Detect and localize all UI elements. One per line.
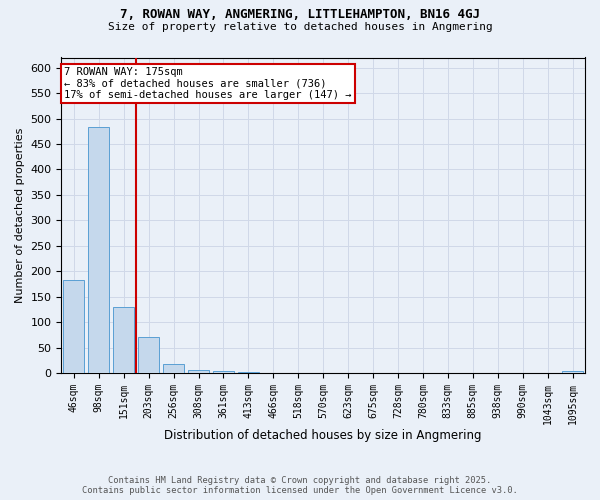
Bar (138, 338, 159, 373)
Y-axis label: Number of detached properties: Number of detached properties (15, 128, 25, 303)
Text: Contains HM Land Registry data © Crown copyright and database right 2025.
Contai: Contains HM Land Registry data © Crown c… (82, 476, 518, 495)
Bar (163, 364, 184, 373)
Bar (188, 370, 209, 373)
Bar (63, 280, 85, 373)
Bar (213, 371, 234, 373)
Text: 7 ROWAN WAY: 175sqm
← 83% of detached houses are smaller (736)
17% of semi-detac: 7 ROWAN WAY: 175sqm ← 83% of detached ho… (64, 67, 352, 100)
X-axis label: Distribution of detached houses by size in Angmering: Distribution of detached houses by size … (164, 430, 482, 442)
Bar (88, 127, 109, 373)
Text: Size of property relative to detached houses in Angmering: Size of property relative to detached ho… (107, 22, 493, 32)
Bar (113, 307, 134, 373)
Text: 7, ROWAN WAY, ANGMERING, LITTLEHAMPTON, BN16 4GJ: 7, ROWAN WAY, ANGMERING, LITTLEHAMPTON, … (120, 8, 480, 20)
Bar (238, 372, 259, 373)
Bar (562, 371, 583, 373)
